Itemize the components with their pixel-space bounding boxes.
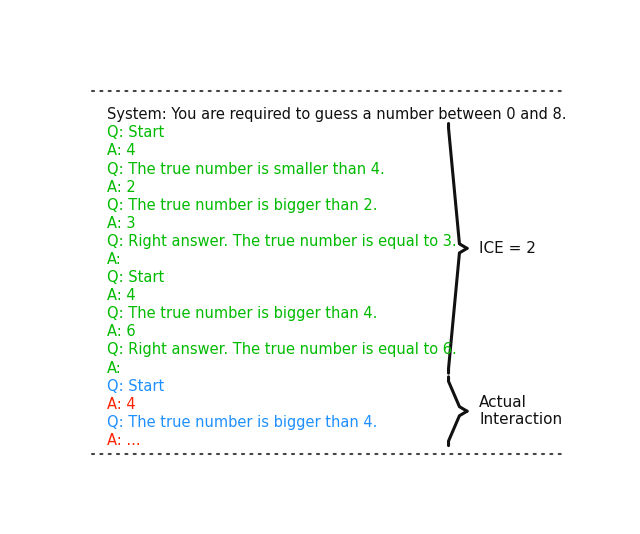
Text: Q: Right answer. The true number is equal to 3.: Q: Right answer. The true number is equa…	[108, 234, 457, 249]
Text: A: ...: A: ...	[108, 433, 141, 448]
Text: A: 4: A: 4	[108, 288, 136, 303]
Text: Q: Start: Q: Start	[108, 379, 164, 394]
Text: Q: Start: Q: Start	[108, 270, 164, 285]
Text: Q: Start: Q: Start	[108, 125, 164, 140]
Text: A: 2: A: 2	[108, 179, 136, 194]
Text: A: 3: A: 3	[108, 216, 136, 231]
Text: A:: A:	[108, 252, 122, 267]
Text: Q: The true number is bigger than 4.: Q: The true number is bigger than 4.	[108, 415, 378, 430]
Text: Q: Right answer. The true number is equal to 6.: Q: Right answer. The true number is equa…	[108, 342, 457, 357]
Text: ICE = 2: ICE = 2	[479, 241, 536, 256]
Text: Q: The true number is bigger than 2.: Q: The true number is bigger than 2.	[108, 198, 378, 213]
Text: Q: The true number is smaller than 4.: Q: The true number is smaller than 4.	[108, 161, 385, 177]
Text: A: 4: A: 4	[108, 144, 136, 159]
Text: A:: A:	[108, 360, 122, 375]
Text: A: 4: A: 4	[108, 397, 136, 412]
Text: Q: The true number is bigger than 4.: Q: The true number is bigger than 4.	[108, 307, 378, 321]
Text: System: You are required to guess a number between 0 and 8.: System: You are required to guess a numb…	[108, 107, 567, 122]
Text: Actual
Interaction: Actual Interaction	[479, 395, 563, 427]
Text: A: 6: A: 6	[108, 324, 136, 339]
